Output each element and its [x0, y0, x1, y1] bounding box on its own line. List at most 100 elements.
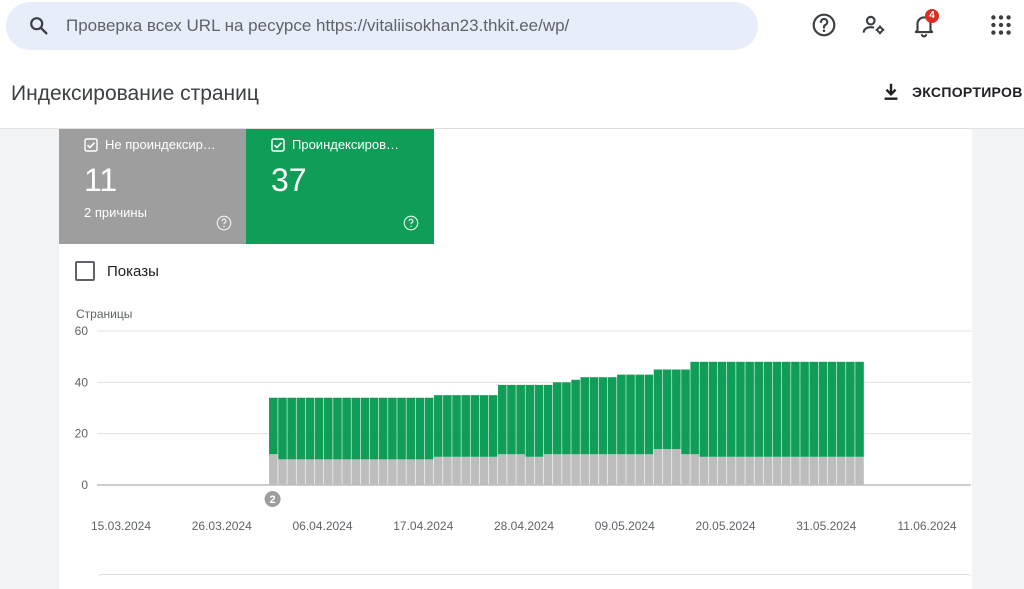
impressions-toggle[interactable]: Показы: [75, 261, 159, 281]
bar-indexed: [287, 397, 296, 460]
bar-indexed: [855, 361, 864, 457]
bar-not-indexed: [736, 456, 745, 485]
bar-indexed: [635, 374, 644, 455]
bar-not-indexed: [369, 459, 379, 485]
annotation-marker: [264, 491, 281, 507]
bar-indexed: [607, 377, 617, 455]
bar-indexed: [617, 374, 626, 455]
impressions-label: Показы: [107, 262, 159, 280]
manage-users-icon[interactable]: [861, 12, 887, 38]
bar-not-indexed: [571, 454, 580, 485]
bar-indexed: [754, 361, 764, 457]
bar-indexed: [498, 384, 507, 455]
bar-not-indexed: [598, 454, 608, 485]
indexed-tile[interactable]: Проиндексиров… 37: [246, 129, 434, 244]
bar-indexed: [479, 395, 489, 457]
bar-indexed: [406, 397, 416, 460]
bar-not-indexed: [314, 459, 324, 485]
bar-not-indexed: [525, 456, 535, 485]
bar-not-indexed: [470, 456, 480, 485]
bar-not-indexed: [552, 454, 562, 485]
bar-not-indexed: [653, 449, 663, 485]
y-tick-label: 20: [75, 427, 89, 441]
bar-indexed: [552, 382, 562, 455]
bar-not-indexed: [607, 454, 617, 485]
checkbox-checked-icon[interactable]: [84, 138, 98, 152]
help-icon[interactable]: [402, 214, 420, 232]
bar-indexed: [708, 361, 718, 457]
bar-not-indexed: [855, 456, 864, 485]
bar-not-indexed: [415, 459, 425, 485]
bar-indexed: [278, 397, 287, 460]
bar-not-indexed: [827, 456, 837, 485]
bar-not-indexed: [690, 454, 699, 485]
bar-indexed: [580, 377, 590, 455]
bar-indexed: [662, 369, 672, 450]
not-indexed-reasons: 2 причины: [84, 205, 147, 220]
bar-not-indexed: [727, 456, 736, 485]
bar-indexed: [388, 397, 397, 460]
bar-not-indexed: [498, 454, 507, 485]
page-title: Индексирование страниц: [11, 82, 259, 105]
bar-indexed: [360, 397, 370, 460]
bar-not-indexed: [672, 449, 681, 485]
bar-indexed: [314, 397, 324, 460]
bar-not-indexed: [626, 454, 635, 485]
search-bar[interactable]: [6, 2, 758, 50]
bar-indexed: [653, 369, 663, 450]
export-button[interactable]: ЭКСПОРТИРОВ: [880, 78, 1023, 106]
x-tick-label: 28.04.2024: [494, 519, 554, 533]
bar-not-indexed: [681, 454, 690, 485]
bar-not-indexed: [507, 454, 516, 485]
bar-indexed: [699, 361, 709, 457]
bar-not-indexed: [543, 454, 553, 485]
bar-indexed: [598, 377, 608, 455]
bar-not-indexed: [433, 456, 443, 485]
bar-not-indexed: [662, 449, 672, 485]
apps-grid-icon[interactable]: [988, 12, 1014, 38]
bar-indexed: [269, 397, 278, 455]
bar-indexed: [818, 361, 828, 457]
bar-not-indexed: [388, 459, 397, 485]
x-tick-label: 15.03.2024: [91, 519, 151, 533]
checkbox-unchecked[interactable]: [75, 261, 95, 281]
not-indexed-tile[interactable]: Не проиндексир… 11 2 причины: [59, 129, 246, 244]
bar-indexed: [534, 384, 544, 457]
help-icon[interactable]: [811, 12, 837, 38]
x-tick-label: 11.06.2024: [897, 519, 956, 533]
help-icon[interactable]: [215, 214, 233, 232]
bar-not-indexed: [333, 459, 342, 485]
bar-not-indexed: [278, 459, 287, 485]
bar-indexed: [488, 395, 498, 457]
bar-not-indexed: [296, 459, 306, 485]
bar-indexed: [443, 395, 452, 457]
bar-indexed: [433, 395, 443, 457]
bar-indexed: [763, 361, 773, 457]
bar-indexed: [791, 361, 800, 457]
bar-indexed: [296, 397, 306, 460]
bar-indexed: [424, 397, 434, 460]
bar-not-indexed: [699, 456, 709, 485]
bar-not-indexed: [846, 456, 855, 485]
bar-indexed: [351, 397, 361, 460]
bar-not-indexed: [452, 456, 461, 485]
x-tick-label: 17.04.2024: [393, 519, 453, 533]
x-tick-label: 26.03.2024: [192, 519, 252, 533]
indexed-label: Проиндексиров…: [292, 137, 400, 152]
bar-not-indexed: [516, 454, 525, 485]
bar-not-indexed: [708, 456, 718, 485]
bar-not-indexed: [836, 456, 846, 485]
bar-not-indexed: [488, 456, 498, 485]
bar-indexed: [571, 379, 580, 455]
bar-not-indexed: [818, 456, 828, 485]
bar-indexed: [672, 369, 681, 450]
not-indexed-label: Не проиндексир…: [105, 137, 216, 152]
bar-indexed: [516, 384, 525, 455]
search-input[interactable]: [66, 2, 746, 50]
x-tick-label: 20.05.2024: [695, 519, 755, 533]
bar-not-indexed: [754, 456, 764, 485]
bar-not-indexed: [772, 456, 782, 485]
search-icon: [30, 17, 48, 35]
checkbox-checked-icon[interactable]: [271, 138, 285, 152]
y-axis-label: Страницы: [76, 307, 132, 321]
